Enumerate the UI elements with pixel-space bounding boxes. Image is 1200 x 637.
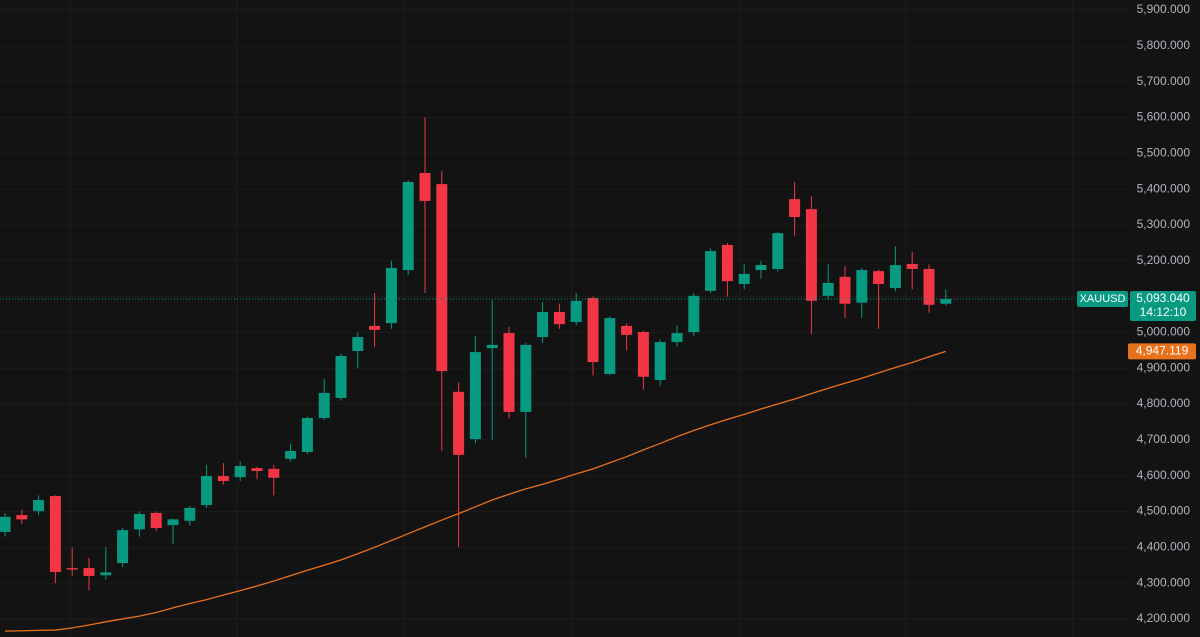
candle-body bbox=[621, 325, 633, 335]
candle-body bbox=[486, 344, 498, 349]
candle-body bbox=[738, 273, 750, 285]
y-tick-label: 4,600.000 bbox=[1137, 468, 1191, 482]
y-tick-label: 4,500.000 bbox=[1137, 504, 1191, 518]
y-tick-label: 4,300.000 bbox=[1137, 575, 1191, 589]
y-tick-label: 5,500.000 bbox=[1137, 145, 1191, 159]
candle-body bbox=[268, 468, 280, 478]
y-tick-label: 4,800.000 bbox=[1137, 396, 1191, 410]
candle-body bbox=[184, 507, 196, 521]
candle-body bbox=[755, 265, 767, 271]
candle-body bbox=[436, 184, 448, 372]
candle-body bbox=[301, 417, 313, 453]
candle-body bbox=[251, 468, 263, 472]
candle-body bbox=[402, 181, 414, 271]
candle-body bbox=[33, 500, 45, 512]
ma-tag bbox=[1128, 343, 1196, 360]
candle-body bbox=[839, 276, 851, 304]
candle-body bbox=[100, 572, 112, 576]
ma-label: 4,947.119 bbox=[1136, 343, 1189, 357]
candle-body bbox=[150, 512, 162, 528]
candle-body bbox=[906, 263, 918, 269]
candle-body bbox=[469, 352, 481, 440]
candle-body bbox=[637, 332, 649, 377]
candle-body bbox=[385, 267, 397, 324]
candle-body bbox=[453, 391, 465, 455]
last-price-tag bbox=[1130, 291, 1196, 322]
candle-body bbox=[0, 516, 11, 532]
candle-body bbox=[117, 530, 129, 564]
y-tick-label: 4,400.000 bbox=[1137, 539, 1191, 553]
candle-body bbox=[570, 300, 582, 322]
candle-body bbox=[217, 476, 229, 482]
candle-body bbox=[369, 325, 381, 330]
candle-body bbox=[201, 476, 213, 506]
candle-body bbox=[822, 282, 834, 296]
candle-body bbox=[805, 209, 817, 301]
symbol-label: XAUUSD bbox=[1080, 293, 1126, 305]
time-grid bbox=[69, 0, 1074, 637]
y-tick-label: 5,200.000 bbox=[1137, 253, 1191, 267]
candle-body bbox=[133, 513, 145, 530]
candle-body bbox=[873, 271, 885, 285]
y-tick-label: 5,800.000 bbox=[1137, 38, 1191, 52]
candle-body bbox=[671, 333, 683, 343]
candle-body bbox=[285, 450, 297, 459]
candle-body bbox=[856, 270, 868, 303]
candle-body bbox=[654, 342, 666, 381]
candle-body bbox=[772, 233, 784, 269]
candle-body bbox=[721, 244, 733, 282]
y-tick-label: 4,200.000 bbox=[1137, 611, 1191, 625]
last-price-label: 5,093.040 bbox=[1136, 291, 1190, 305]
candle-body bbox=[537, 311, 549, 338]
y-axis: 4,200.000 4,300.000 4,400.000 4,500.000 4,60… bbox=[1137, 2, 1191, 625]
y-tick-label: 5,600.000 bbox=[1137, 110, 1191, 124]
candle-body bbox=[419, 172, 431, 201]
candle-body bbox=[923, 268, 935, 305]
y-tick-label: 5,700.000 bbox=[1137, 74, 1191, 88]
y-tick-label: 4,700.000 bbox=[1137, 432, 1191, 446]
moving-average bbox=[4, 350, 946, 632]
candle-body bbox=[318, 392, 330, 418]
symbol-tag bbox=[1077, 291, 1128, 308]
y-tick-label: 5,400.000 bbox=[1137, 181, 1191, 195]
candle-body bbox=[940, 299, 952, 304]
countdown-label: 14:12:10 bbox=[1140, 305, 1187, 319]
y-tick-label: 5,300.000 bbox=[1137, 217, 1191, 231]
candle-body bbox=[335, 356, 347, 398]
candle-body bbox=[587, 297, 599, 363]
candle-body bbox=[503, 333, 515, 412]
candle-body bbox=[520, 344, 532, 412]
candle-body bbox=[604, 318, 616, 374]
y-tick-label: 5,900.000 bbox=[1137, 2, 1191, 16]
candle-body bbox=[16, 515, 28, 520]
candle-body bbox=[705, 251, 717, 291]
candle-body bbox=[66, 568, 78, 570]
candle-body bbox=[234, 465, 246, 478]
candle-body bbox=[352, 337, 364, 352]
y-tick-label: 5,000.000 bbox=[1137, 325, 1191, 339]
candle-body bbox=[553, 311, 565, 325]
candle-body bbox=[49, 496, 61, 573]
candle-body bbox=[167, 519, 179, 526]
candle-body bbox=[688, 295, 700, 333]
y-tick-label: 4,900.000 bbox=[1137, 360, 1191, 374]
plot bbox=[0, 117, 1130, 632]
candle-body bbox=[789, 199, 801, 218]
candle-body bbox=[889, 265, 901, 288]
candle-body bbox=[83, 568, 95, 576]
